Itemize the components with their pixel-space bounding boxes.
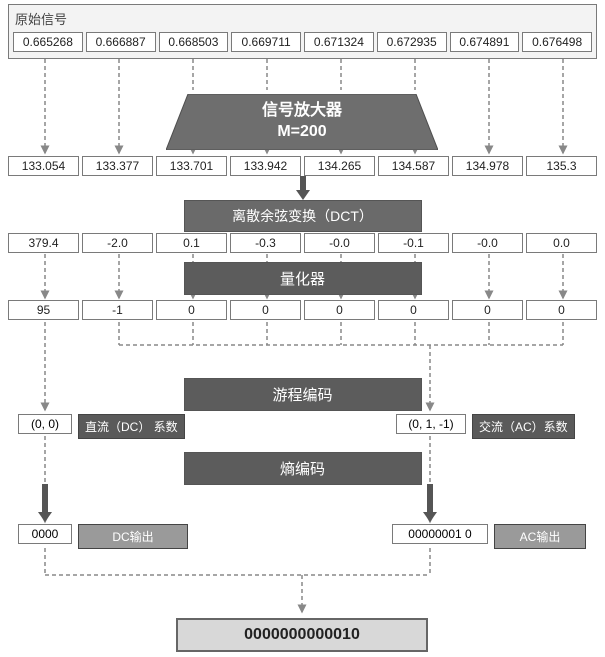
- final-output: 0000000000010: [176, 618, 428, 652]
- rle-dc-value: (0, 0): [18, 414, 72, 434]
- amplified-row: 133.054 133.377 133.701 133.942 134.265 …: [8, 156, 597, 176]
- entropy-ac-bits: 00000001 0: [392, 524, 488, 544]
- rle-dc-tag: 直流（DC） 系数: [78, 414, 185, 439]
- dct-cell: -2.0: [82, 233, 153, 253]
- quant-cell: 0: [378, 300, 449, 320]
- orig-cell: 0.674891: [450, 32, 520, 52]
- amp-cell: 134.265: [304, 156, 375, 176]
- orig-cell: 0.666887: [86, 32, 156, 52]
- entropy-dc-tag: DC输出: [78, 524, 188, 549]
- quant-cell: 0: [156, 300, 227, 320]
- original-signal-box: 原始信号 0.665268 0.666887 0.668503 0.669711…: [8, 4, 597, 59]
- amp-cell: 135.3: [526, 156, 597, 176]
- quant-cell: 0: [230, 300, 301, 320]
- amp-cell: 133.942: [230, 156, 301, 176]
- amp-cell: 133.701: [156, 156, 227, 176]
- amp-cell: 133.054: [8, 156, 79, 176]
- orig-cell: 0.668503: [159, 32, 229, 52]
- dct-cell: 0.0: [526, 233, 597, 253]
- quant-row: 95 -1 0 0 0 0 0 0: [8, 300, 597, 320]
- dct-cell: 379.4: [8, 233, 79, 253]
- quant-cell: 95: [8, 300, 79, 320]
- rle-block: 游程编码: [184, 378, 422, 411]
- amp-cell: 134.978: [452, 156, 523, 176]
- quant-cell: 0: [304, 300, 375, 320]
- amplifier-block: 信号放大器 M=200: [166, 94, 438, 150]
- orig-cell: 0.665268: [13, 32, 83, 52]
- dct-block: 离散余弦变换（DCT）: [184, 200, 422, 232]
- amp-cell: 133.377: [82, 156, 153, 176]
- entropy-dc-bits: 0000: [18, 524, 72, 544]
- orig-cell: 0.676498: [522, 32, 592, 52]
- dct-cell: -0.1: [378, 233, 449, 253]
- solid-arrow-icon: [423, 484, 437, 522]
- amplifier-label1: 信号放大器: [262, 101, 342, 122]
- quantizer-label: 量化器: [280, 271, 325, 288]
- amplifier-label2: M=200: [277, 122, 326, 143]
- quant-cell: 0: [452, 300, 523, 320]
- dct-cell: -0.0: [452, 233, 523, 253]
- amp-cell: 134.587: [378, 156, 449, 176]
- quant-cell: -1: [82, 300, 153, 320]
- dct-cell: -0.3: [230, 233, 301, 253]
- quantizer-block: 量化器: [184, 262, 422, 295]
- quant-cell: 0: [526, 300, 597, 320]
- entropy-label: 熵编码: [280, 461, 325, 478]
- orig-cell: 0.669711: [231, 32, 301, 52]
- dct-row: 379.4 -2.0 0.1 -0.3 -0.0 -0.1 -0.0 0.0: [8, 233, 597, 253]
- dct-label: 离散余弦变换（DCT）: [232, 208, 373, 224]
- dct-cell: -0.0: [304, 233, 375, 253]
- rle-ac-value: (0, 1, -1): [396, 414, 466, 434]
- orig-cell: 0.672935: [377, 32, 447, 52]
- original-signal-row: 0.665268 0.666887 0.668503 0.669711 0.67…: [11, 32, 594, 52]
- entropy-block: 熵编码: [184, 452, 422, 485]
- dct-cell: 0.1: [156, 233, 227, 253]
- solid-arrow-icon: [38, 484, 52, 522]
- solid-arrow-icon: [296, 176, 310, 200]
- orig-cell: 0.671324: [304, 32, 374, 52]
- entropy-ac-tag: AC输出: [494, 524, 586, 549]
- original-signal-title: 原始信号: [11, 9, 594, 32]
- rle-label: 游程编码: [272, 387, 332, 404]
- rle-ac-tag: 交流（AC）系数: [472, 414, 575, 439]
